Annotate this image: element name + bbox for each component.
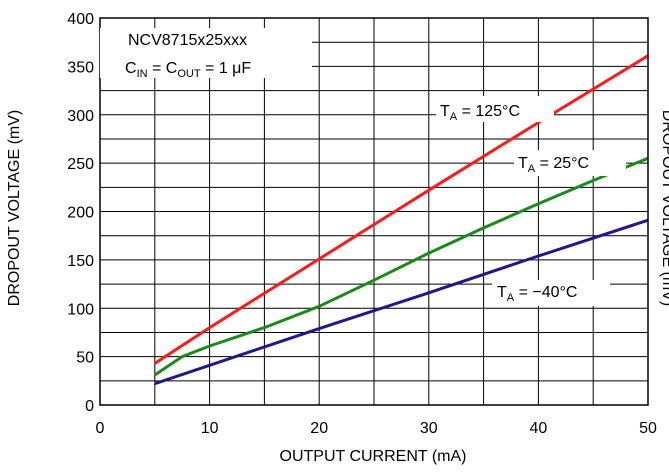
y-axis-title: DROPOUT VOLTAGE (mV) [6, 110, 23, 306]
label-25c: TA = 25°C [518, 155, 589, 175]
x-tick-label: 20 [310, 420, 328, 437]
label-bg-25c [514, 150, 626, 176]
label-bg-neg40c [492, 280, 610, 306]
x-axis-title: OUTPUT CURRENT (mA) [280, 448, 467, 465]
capacitor-label: CIN = COUT = 1 μF [125, 60, 251, 80]
y-tick-label: 300 [67, 108, 94, 125]
series-line-1 [153, 156, 649, 377]
right-y-axis-title-partial: DROPOUT VOLTAGE (mV) [659, 110, 669, 306]
device-label: NCV8715x25xxx [128, 32, 247, 49]
x-tick-label: 40 [530, 420, 548, 437]
x-tick-label: 50 [639, 420, 657, 437]
series-line-0 [153, 54, 649, 365]
x-tick-label: 0 [96, 420, 105, 437]
y-tick-label: 250 [67, 156, 94, 173]
conditions-box [100, 28, 312, 78]
series-layer [153, 54, 649, 386]
label-neg40c: TA = −40°C [497, 284, 577, 304]
y-tick-label: 100 [67, 301, 94, 318]
y-tick-label: 0 [85, 398, 94, 415]
tick-labels: 0 10 20 30 40 50 0 50 100 150 200 250 300 350 400 [67, 11, 657, 437]
series-line-2 [154, 218, 649, 386]
plot-frame [99, 17, 649, 406]
label-125c: TA = 125°C [440, 103, 520, 123]
y-tick-label: 400 [67, 11, 94, 28]
y-tick-label: 350 [67, 59, 94, 76]
y-tick-label: 50 [76, 350, 94, 367]
y-tick-label: 200 [67, 205, 94, 222]
series-labels: TA = 125°C TA = 25°C TA = −40°C [436, 96, 626, 306]
x-tick-label: 10 [201, 420, 219, 437]
y-tick-label: 150 [67, 253, 94, 270]
x-tick-label: 30 [420, 420, 438, 437]
label-bg-125c [436, 96, 554, 122]
